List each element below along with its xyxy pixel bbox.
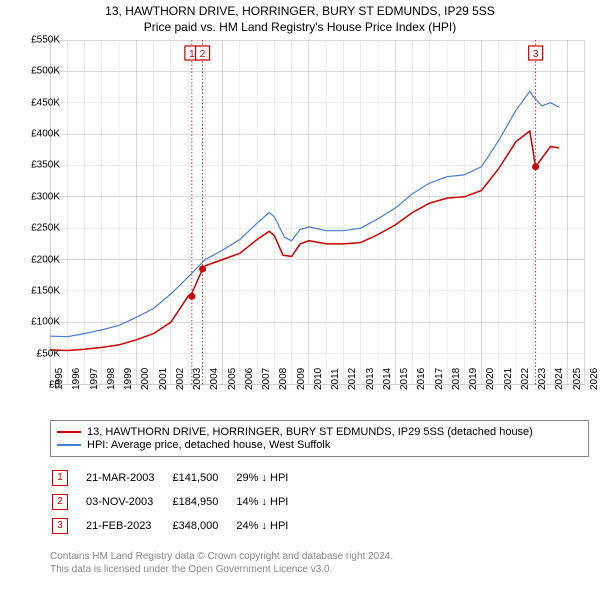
x-tick-label: 1996	[71, 368, 82, 390]
y-tick-label: £500K	[10, 66, 60, 77]
y-tick-label: £150K	[10, 285, 60, 296]
x-tick-label: 2003	[192, 368, 203, 390]
x-tick-label: 2007	[261, 368, 272, 390]
y-tick-label: £300K	[10, 191, 60, 202]
y-tick-label: £350K	[10, 160, 60, 171]
marker-row: 1 21-MAR-2003£141,50029% ↓ HPI	[52, 467, 304, 489]
y-tick-label: £100K	[10, 317, 60, 328]
marker-date: 21-FEB-2023	[86, 515, 170, 537]
legend-swatch-hpi	[57, 444, 81, 446]
x-tick-label: 2006	[244, 368, 255, 390]
x-tick-label: 2010	[313, 368, 324, 390]
marker-row: 2 03-NOV-2003£184,95014% ↓ HPI	[52, 491, 304, 513]
chart-plot-area: 12 3	[50, 40, 585, 385]
x-tick-label: 2011	[330, 368, 341, 390]
y-tick-label: £550K	[10, 35, 60, 46]
x-tick-label: 2024	[554, 368, 565, 390]
x-tick-label: 2022	[520, 368, 531, 390]
marker-delta: 14% ↓ HPI	[236, 491, 304, 513]
marker-delta: 24% ↓ HPI	[236, 515, 304, 537]
marker-date: 03-NOV-2003	[86, 491, 170, 513]
svg-text:2: 2	[200, 49, 206, 60]
marker-delta: 29% ↓ HPI	[236, 467, 304, 489]
x-tick-label: 2012	[347, 368, 358, 390]
marker-badge: 1	[52, 470, 68, 486]
x-tick-label: 2023	[537, 368, 548, 390]
marker-price: £348,000	[172, 515, 234, 537]
x-tick-label: 2000	[140, 368, 151, 390]
y-tick-label: £0	[10, 380, 60, 391]
x-tick-label: 2013	[365, 368, 376, 390]
marker-date: 21-MAR-2003	[86, 467, 170, 489]
x-tick-label: 2025	[572, 368, 583, 390]
legend-label: HPI: Average price, detached house, West…	[87, 439, 330, 451]
x-tick-label: 2020	[485, 368, 496, 390]
legend-item-hpi: HPI: Average price, detached house, West…	[57, 439, 582, 451]
y-tick-label: £450K	[10, 97, 60, 108]
y-tick-label: £250K	[10, 223, 60, 234]
sales-markers-table: 1 21-MAR-2003£141,50029% ↓ HPI 2 03-NOV-200…	[50, 465, 306, 539]
y-tick-label: £200K	[10, 254, 60, 265]
x-tick-label: 2001	[158, 368, 169, 390]
x-tick-label: 2002	[175, 368, 186, 390]
footer-line: This data is licensed under the Open Gov…	[50, 563, 393, 576]
x-tick-label: 2008	[278, 368, 289, 390]
chart-title-subtitle: Price paid vs. HM Land Registry's House …	[0, 20, 600, 34]
marker-row: 3 21-FEB-2023£348,00024% ↓ HPI	[52, 515, 304, 537]
svg-text:3: 3	[533, 49, 539, 60]
x-tick-label: 2004	[209, 368, 220, 390]
y-tick-label: £50K	[10, 348, 60, 359]
footer-attribution: Contains HM Land Registry data © Crown c…	[50, 550, 393, 576]
marker-price: £141,500	[172, 467, 234, 489]
legend-swatch-property	[57, 431, 81, 433]
x-tick-label: 2009	[296, 368, 307, 390]
y-tick-label: £400K	[10, 129, 60, 140]
x-tick-label: 1995	[54, 368, 65, 390]
x-tick-label: 2018	[451, 368, 462, 390]
x-tick-label: 1997	[89, 368, 100, 390]
marker-price: £184,950	[172, 491, 234, 513]
x-tick-label: 2026	[589, 368, 600, 390]
x-tick-label: 2017	[434, 368, 445, 390]
marker-badge: 2	[52, 494, 68, 510]
legend: 13, HAWTHORN DRIVE, HORRINGER, BURY ST E…	[50, 420, 589, 457]
marker-badge: 3	[52, 518, 68, 534]
x-tick-label: 2019	[468, 368, 479, 390]
x-tick-label: 1999	[123, 368, 134, 390]
x-tick-label: 2021	[503, 368, 514, 390]
x-tick-label: 2014	[382, 368, 393, 390]
x-tick-label: 2005	[227, 368, 238, 390]
x-tick-label: 2016	[416, 368, 427, 390]
x-tick-label: 1998	[106, 368, 117, 390]
legend-item-property: 13, HAWTHORN DRIVE, HORRINGER, BURY ST E…	[57, 426, 582, 438]
line-chart: 12 3	[50, 40, 585, 385]
x-tick-label: 2015	[399, 368, 410, 390]
svg-text:1: 1	[189, 49, 195, 60]
legend-label: 13, HAWTHORN DRIVE, HORRINGER, BURY ST E…	[87, 426, 533, 438]
footer-line: Contains HM Land Registry data © Crown c…	[50, 550, 393, 563]
chart-title-address: 13, HAWTHORN DRIVE, HORRINGER, BURY ST E…	[0, 4, 600, 18]
